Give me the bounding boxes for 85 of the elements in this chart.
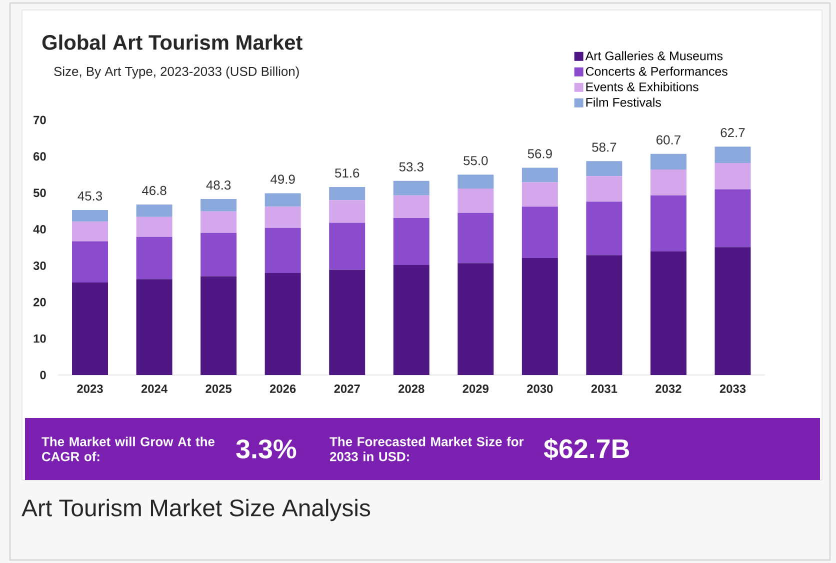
bar xyxy=(522,206,558,258)
bar xyxy=(650,195,686,252)
bar xyxy=(72,210,108,222)
total-label: 49.9 xyxy=(270,174,295,184)
bar xyxy=(264,228,301,273)
bar xyxy=(136,236,172,280)
bar xyxy=(586,202,622,256)
x-tick-label: 2030 xyxy=(527,384,553,393)
y-tick-label: 10 xyxy=(34,334,46,343)
text: The Market will Grow At the CAGR of: xyxy=(42,436,215,462)
bar xyxy=(136,279,172,375)
total-label: 45.3 xyxy=(78,191,102,201)
legend-label: Art Galleries & Museums xyxy=(585,51,723,60)
total-label: 46.8 xyxy=(142,186,166,196)
bar xyxy=(329,187,366,200)
bar xyxy=(200,232,237,276)
bar xyxy=(264,272,301,375)
legend-label: Concerts & Performances xyxy=(586,66,728,76)
bar xyxy=(264,193,301,207)
bar xyxy=(522,258,558,375)
bar xyxy=(458,188,494,213)
bar xyxy=(586,161,622,176)
y-tick-label: 40 xyxy=(33,225,46,234)
text: $62.7B xyxy=(544,438,630,460)
bar xyxy=(264,206,301,228)
bar xyxy=(72,241,108,282)
total-label: 55.0 xyxy=(464,156,488,166)
bar xyxy=(714,247,751,375)
x-tick-label: 2033 xyxy=(720,384,746,393)
bar xyxy=(458,174,494,188)
bar xyxy=(72,222,108,242)
bar xyxy=(329,270,366,375)
y-tick-label: 70 xyxy=(34,116,46,124)
total-label: 60.7 xyxy=(656,135,680,144)
bar xyxy=(650,170,686,196)
total-label: 58.7 xyxy=(592,142,616,152)
x-tick-label: 2024 xyxy=(141,384,168,393)
bar xyxy=(522,182,558,207)
bar xyxy=(586,255,622,375)
bar xyxy=(714,162,751,190)
bar xyxy=(329,200,366,223)
x-tick-label: 2031 xyxy=(591,384,618,393)
total-label: 53.3 xyxy=(399,162,424,172)
bar xyxy=(650,154,686,170)
total-label: 62.7 xyxy=(720,128,745,138)
bar xyxy=(136,216,172,237)
bar xyxy=(393,195,430,218)
text: 3.3% xyxy=(236,439,296,459)
x-tick-label: 2025 xyxy=(206,384,232,393)
bar xyxy=(72,282,108,375)
text: The Forecasted Market Size for 2033 in USD: xyxy=(330,436,524,462)
bar xyxy=(393,218,430,265)
bar xyxy=(714,189,751,248)
bar xyxy=(136,204,172,217)
y-tick-label: 30 xyxy=(33,261,46,270)
bar xyxy=(458,212,494,264)
legend-label: Film Festivals xyxy=(586,98,661,107)
x-tick-label: 2027 xyxy=(334,384,360,393)
y-tick-label: 50 xyxy=(33,188,46,198)
chart-title: Global Art Tourism Market xyxy=(42,34,302,50)
legend-label: Events & Exhibitions xyxy=(586,82,698,92)
text: Art Tourism Market Size Analysis xyxy=(22,498,370,522)
bar xyxy=(393,264,430,375)
bar xyxy=(714,146,751,163)
total-label: 48.3 xyxy=(206,180,231,190)
x-tick-label: 2028 xyxy=(398,384,424,393)
total-label: 56.9 xyxy=(528,149,552,158)
bar xyxy=(458,263,494,375)
x-tick-label: 2026 xyxy=(270,384,296,393)
total-label: 51.6 xyxy=(335,168,360,178)
y-tick-label: 20 xyxy=(33,298,46,306)
bar xyxy=(200,276,237,375)
bar xyxy=(329,222,366,270)
bar xyxy=(200,211,237,233)
bar xyxy=(200,199,237,212)
bar xyxy=(586,176,622,202)
bar xyxy=(522,168,558,182)
x-tick-label: 2023 xyxy=(77,384,103,393)
y-tick-label: 60 xyxy=(33,152,46,161)
x-tick-label: 2032 xyxy=(656,384,682,393)
bar xyxy=(650,251,686,375)
bar xyxy=(393,180,430,196)
chart-subtitle: Size, By Art Type, 2023-2033 (USD Billion) xyxy=(54,66,299,79)
x-tick-label: 2029 xyxy=(462,384,488,393)
y-tick-label: 0 xyxy=(40,370,46,380)
